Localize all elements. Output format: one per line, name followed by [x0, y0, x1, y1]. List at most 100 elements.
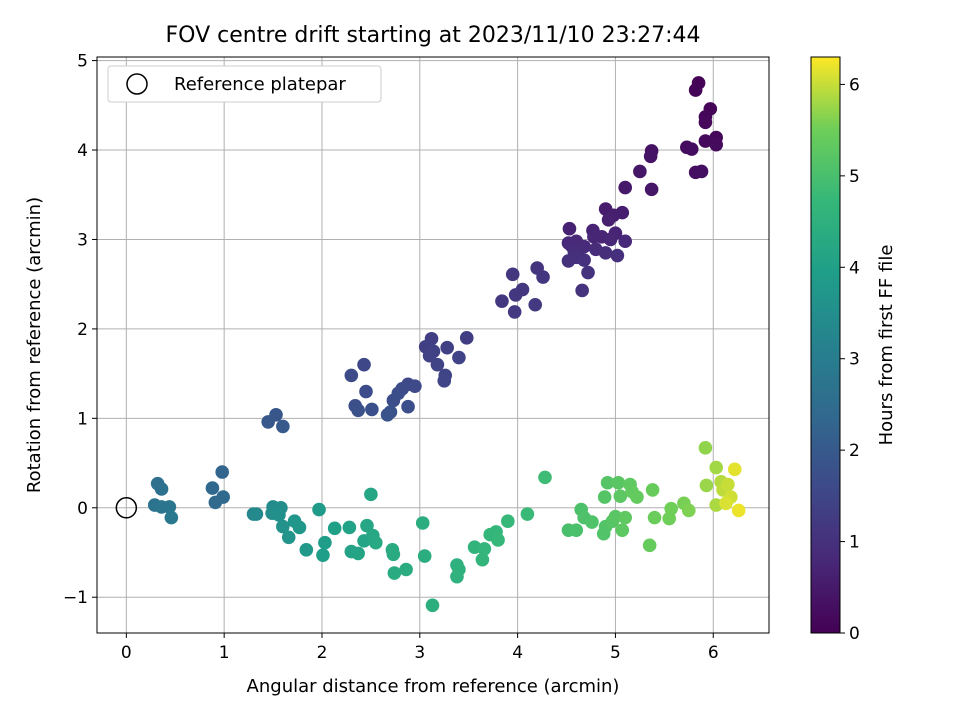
- data-point: [495, 294, 509, 308]
- data-point: [600, 475, 615, 490]
- data-point: [719, 496, 733, 511]
- data-point: [642, 538, 657, 553]
- data-point: [452, 350, 466, 365]
- data-point: [597, 490, 612, 504]
- data-point: [276, 519, 290, 534]
- data-point: [351, 546, 365, 561]
- colorbar-tick-label: 6: [849, 75, 860, 95]
- data-point: [709, 137, 723, 152]
- data-point: [587, 229, 601, 244]
- colorbar-label: Hours from first FF file: [876, 245, 897, 446]
- legend-label-reference: Reference platepar: [174, 74, 346, 95]
- data-point: [312, 502, 326, 517]
- x-tick-label: 2: [317, 643, 328, 663]
- data-point: [299, 543, 314, 557]
- y-tick-label: 5: [77, 52, 88, 72]
- data-point: [688, 83, 703, 97]
- data-point: [164, 510, 179, 525]
- data-point: [610, 248, 625, 263]
- data-point: [365, 402, 379, 417]
- data-point: [569, 523, 584, 537]
- colorbar-tick-label: 1: [849, 533, 860, 553]
- data-point: [208, 495, 223, 510]
- data-point: [644, 182, 659, 197]
- data-point: [581, 265, 595, 280]
- data-point: [633, 164, 647, 179]
- data-point: [585, 515, 599, 529]
- data-point: [538, 470, 552, 485]
- data-point: [618, 180, 633, 195]
- y-tick-label: −1: [63, 588, 88, 608]
- reference-marker: [115, 497, 138, 519]
- data-point: [615, 523, 630, 537]
- data-point: [422, 348, 437, 363]
- data-point: [380, 407, 395, 422]
- colorbar-tick-label: 5: [849, 167, 860, 187]
- data-point: [507, 305, 522, 319]
- legend: Reference platepar: [107, 65, 382, 103]
- data-point: [643, 149, 658, 164]
- colorbar-tick-label: 4: [849, 258, 860, 278]
- y-tick-label: 0: [77, 499, 88, 519]
- data-point: [618, 510, 633, 525]
- data-point: [281, 530, 296, 545]
- y-tick-label: 2: [77, 320, 88, 340]
- data-point: [477, 542, 492, 556]
- data-point: [272, 508, 286, 522]
- data-point: [681, 503, 696, 518]
- data-point: [664, 501, 678, 516]
- data-point: [386, 547, 401, 562]
- x-tick-label: 1: [219, 643, 230, 663]
- data-point: [215, 465, 230, 479]
- x-tick-label: 0: [121, 643, 132, 663]
- data-point: [344, 368, 359, 383]
- data-point: [276, 419, 290, 434]
- data-point: [647, 510, 662, 525]
- data-point: [386, 393, 401, 408]
- data-point: [491, 533, 505, 547]
- data-point: [598, 246, 613, 260]
- data-point: [327, 521, 342, 536]
- colorbar-tick-label: 3: [849, 350, 860, 370]
- colorbar-tick-label: 2: [849, 441, 860, 461]
- data-point: [561, 254, 576, 268]
- y-axis-label: Rotation from reference (arcmin): [24, 197, 45, 493]
- data-point: [162, 500, 177, 514]
- data-point: [425, 598, 440, 613]
- legend-box: [107, 65, 382, 103]
- colorbar-ticks: 0 1 2 3 4 5 6: [840, 75, 860, 644]
- data-point: [694, 164, 709, 179]
- data-point: [408, 379, 422, 393]
- data-point: [577, 253, 591, 267]
- y-axis-ticks: −1 0 1 2 3 4 5: [63, 52, 97, 608]
- data-point: [318, 535, 332, 550]
- x-axis-ticks: 0 1 2 3 4 5 6: [121, 633, 719, 663]
- data-point: [709, 460, 723, 475]
- data-point: [630, 490, 644, 504]
- data-point: [351, 403, 365, 418]
- x-tick-label: 6: [708, 643, 719, 663]
- data-point: [450, 569, 464, 584]
- data-point: [508, 288, 523, 302]
- data-point: [698, 115, 713, 130]
- data-point: [437, 373, 452, 388]
- data-point: [360, 518, 374, 533]
- data-point: [415, 516, 430, 530]
- data-point: [528, 297, 543, 312]
- colorbar-gradient: [810, 56, 841, 634]
- data-point: [430, 357, 445, 372]
- colorbar: 0 1 2 3 4 5 6 Hours from first FF file: [810, 56, 897, 644]
- data-point: [684, 142, 699, 156]
- x-tick-label: 5: [610, 643, 621, 663]
- data-point: [440, 340, 454, 355]
- y-tick-label: 1: [77, 409, 88, 429]
- data-point: [562, 221, 577, 236]
- data-point: [721, 477, 735, 492]
- data-point: [505, 267, 520, 282]
- data-point: [357, 357, 371, 372]
- data-point: [316, 548, 330, 562]
- data-point: [387, 566, 402, 580]
- data-point: [608, 509, 623, 524]
- data-point: [601, 212, 616, 227]
